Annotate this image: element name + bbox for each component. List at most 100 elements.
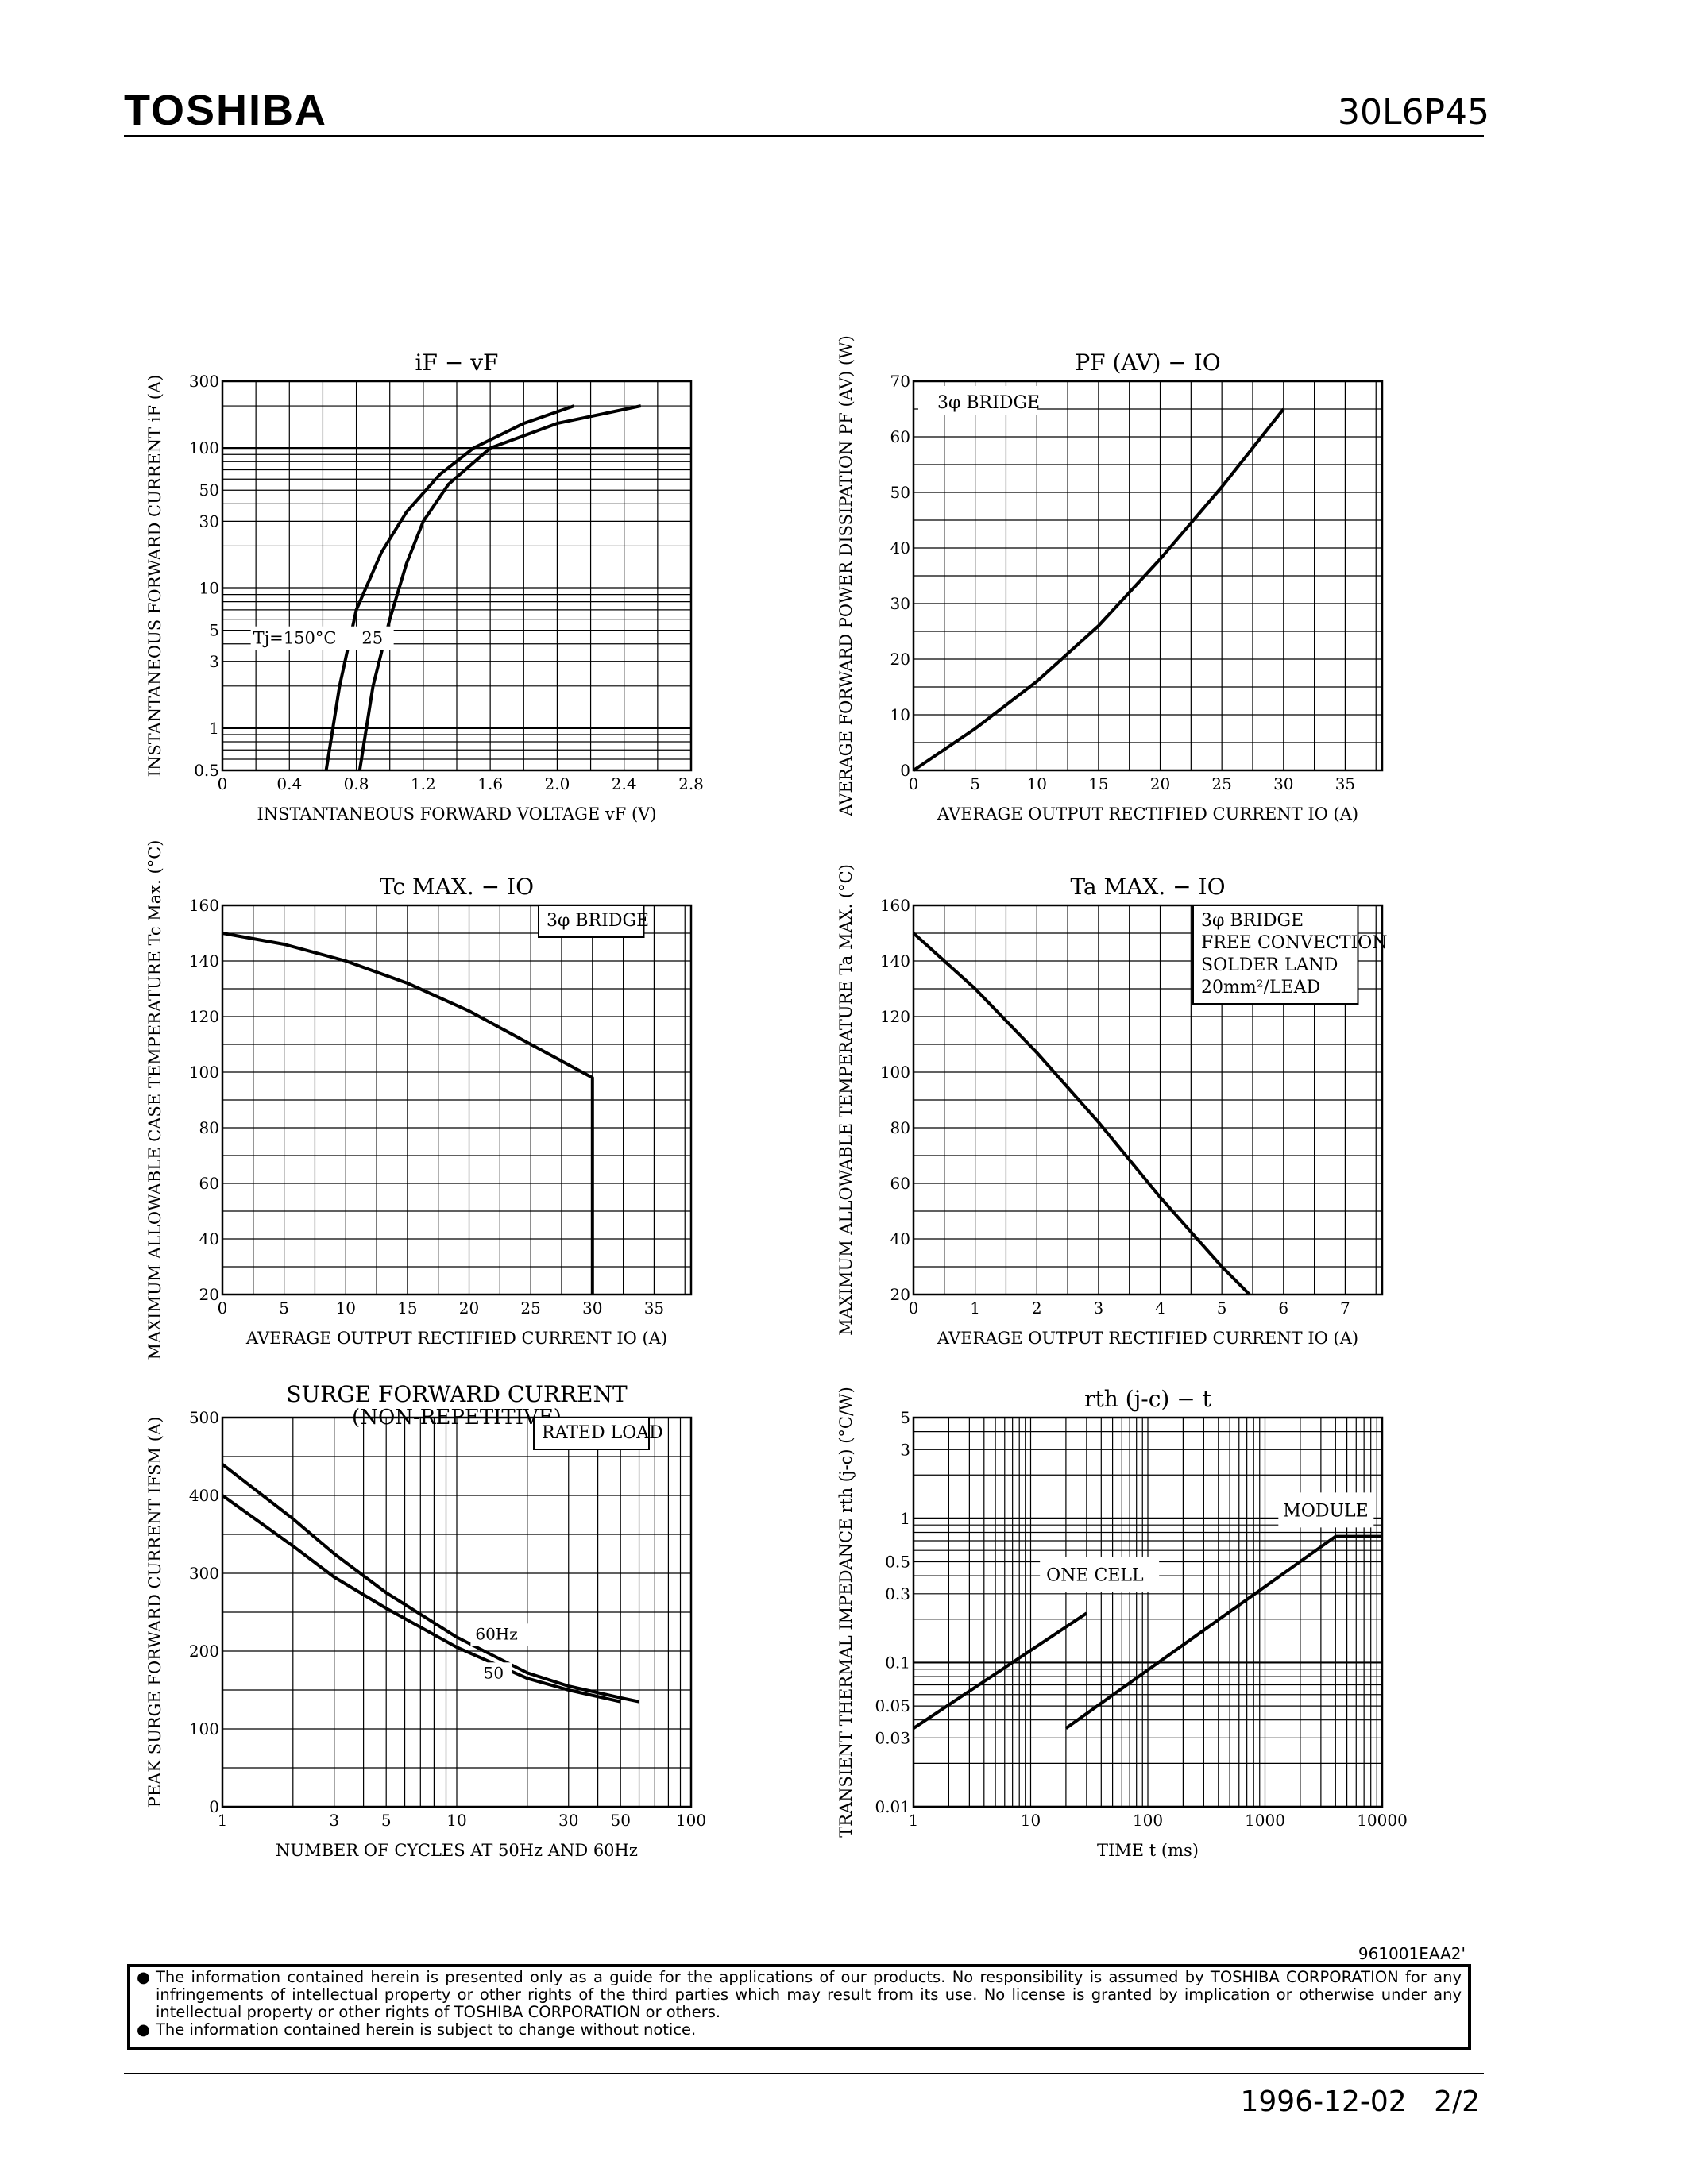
y-tick-label: 120	[189, 1007, 219, 1026]
x-tick-label: 10000	[1357, 1811, 1408, 1830]
bullet-icon: ●	[137, 2020, 151, 2039]
brand-logo: TOSHIBA	[124, 87, 328, 134]
y-tick-label: 30	[890, 594, 910, 613]
part-number: 30L6P45	[1337, 92, 1489, 133]
chart-if-vf: 0 0.4 0.8 1.2 1.6 2.0 2.4 2.8 0.5 1 3 5 10 30 50 100 300…	[145, 349, 704, 824]
y-axis-label: MAXIMUM ALLOWABLE TEMPERATURE Ta MAX. (°…	[836, 864, 856, 1336]
footer-rule	[124, 2073, 1484, 2074]
x-tick-label: 2.8	[678, 774, 704, 793]
y-tick-label: 40	[199, 1229, 219, 1248]
series-label-60hz: 60Hz	[475, 1624, 517, 1643]
disclaimer-box: ● The information contained herein is pr…	[127, 1964, 1471, 2050]
x-tick-label: 1000	[1245, 1811, 1285, 1830]
y-axis-label: PEAK SURGE FORWARD CURRENT IFSM (A)	[145, 1417, 164, 1808]
x-tick-label: 4	[1155, 1298, 1165, 1318]
y-tick-label: 300	[189, 1564, 219, 1583]
chart-ta-io: 0 1 2 3 4 5 6 7 20 40 60 80 100 120 140 160 Ta MAX. − IO…	[836, 864, 1388, 1348]
y-tick-label: 0.5	[194, 761, 219, 780]
x-axis-label: AVERAGE OUTPUT RECTIFIED CURRENT IO (A)	[937, 1329, 1358, 1348]
disclaimer-item: ● The information contained herein is pr…	[137, 1969, 1462, 2021]
x-tick-label: 3	[1094, 1298, 1104, 1318]
chart-rth-t: 1 10 100 1000 10000 0.01 0.03 0.05 0.1 0.3 0.5 1 3 5 r…	[836, 1386, 1408, 1860]
x-tick-label: 20	[1150, 774, 1170, 793]
x-tick-label: 30	[1273, 774, 1293, 793]
x-tick-label: 15	[1088, 774, 1108, 793]
y-tick-label: 140	[189, 951, 219, 970]
series-line-0	[912, 407, 1285, 772]
x-tick-label: 50	[610, 1811, 630, 1830]
y-tick-label: 120	[880, 1007, 910, 1026]
legend-label-box	[533, 1417, 650, 1450]
x-tick-label: 2.4	[612, 774, 637, 793]
chart-subtitle: (NON-REPETITIVE)	[352, 1406, 562, 1430]
x-tick-label: 5	[970, 774, 980, 793]
y-axis-label: MAXIMUM ALLOWABLE CASE TEMPERATURE Tc Ma…	[145, 840, 164, 1360]
y-axis-label: AVERAGE FORWARD POWER DISSIPATION PF (AV…	[836, 335, 856, 817]
y-tick-label: 0.5	[885, 1553, 910, 1572]
y-tick-label: 0.03	[875, 1728, 910, 1747]
y-tick-label: 20	[890, 650, 910, 669]
x-axis-label: INSTANTANEOUS FORWARD VOLTAGE vF (V)	[257, 805, 656, 824]
series-line-0	[912, 932, 1251, 1296]
chart-pf-io: 0 5 10 15 20 25 30 35 0 10 20 30 40 50 60 70 PF (AV) − I…	[836, 335, 1384, 824]
series-label-bg	[1040, 1557, 1160, 1592]
y-tick-label: 140	[880, 951, 910, 970]
x-tick-label: 6	[1278, 1298, 1288, 1318]
x-tick-label: 5	[381, 1811, 392, 1830]
header-rule	[124, 135, 1484, 137]
y-axis-label: INSTANTANEOUS FORWARD CURRENT iF (A)	[145, 375, 164, 778]
chart-title: rth (j-c) − t	[1084, 1386, 1212, 1412]
x-tick-label: 5	[279, 1298, 289, 1318]
y-tick-label: 200	[189, 1642, 219, 1661]
series-label-bg	[480, 1662, 512, 1685]
x-tick-label: 15	[397, 1298, 417, 1318]
x-tick-label: 25	[1211, 774, 1231, 793]
x-tick-label: 1	[909, 1811, 919, 1830]
y-tick-label: 0.05	[875, 1696, 910, 1715]
y-tick-label: 500	[189, 1408, 219, 1427]
legend-label: RATED LOAD	[542, 1423, 663, 1443]
legend-bg	[918, 386, 1037, 415]
x-tick-label: 10	[1027, 774, 1047, 793]
x-tick-label: 25	[520, 1298, 540, 1318]
y-tick-label: 1	[209, 719, 219, 738]
legend-label: 20mm²/LEAD	[1201, 978, 1320, 997]
y-tick-label: 1	[900, 1509, 910, 1528]
legend-label: 3φ BRIDGE	[937, 393, 1040, 413]
series-label-bg	[1278, 1492, 1374, 1528]
y-tick-label: 40	[890, 1229, 910, 1248]
x-tick-label: 1	[218, 1811, 228, 1830]
y-tick-label: 20	[199, 1285, 219, 1304]
y-tick-label: 0	[900, 761, 910, 780]
y-tick-label: 300	[189, 372, 219, 391]
y-tick-label: 60	[890, 1174, 910, 1193]
x-axis-label: NUMBER OF CYCLES AT 50Hz AND 60Hz	[276, 1841, 638, 1860]
x-tick-label: 0.4	[276, 774, 302, 793]
legend-label-box	[538, 905, 645, 938]
legend-label: 3φ BRIDGE	[547, 911, 649, 931]
y-axis-label: TRANSIENT THERMAL IMPEDANCE rth (j-c) (°…	[836, 1387, 856, 1838]
chart-title: SURGE FORWARD CURRENT	[286, 1381, 628, 1407]
y-tick-label: 10	[199, 579, 219, 598]
legend-label: SOLDER LAND	[1201, 955, 1338, 975]
series-line-0	[221, 1463, 640, 1704]
y-tick-label: 60	[890, 427, 910, 446]
y-tick-label: 400	[189, 1486, 219, 1505]
y-tick-label: 0.01	[875, 1797, 910, 1816]
series-line-0	[324, 404, 575, 771]
y-tick-label: 0.3	[885, 1584, 910, 1603]
series-line-0	[222, 932, 594, 1295]
y-tick-label: 5	[209, 621, 219, 640]
chart-title: Ta MAX. − IO	[1070, 874, 1225, 900]
footer-page: 2/2	[1434, 2086, 1480, 2118]
y-tick-label: 100	[189, 1063, 219, 1082]
annotation-tj: Tj=150°C	[253, 629, 337, 648]
y-tick-label: 20	[890, 1285, 910, 1304]
x-tick-label: 1.2	[411, 774, 436, 793]
x-tick-label: 100	[676, 1811, 706, 1830]
x-tick-label: 3	[329, 1811, 339, 1830]
annotation-bg	[250, 626, 394, 650]
x-axis-label: AVERAGE OUTPUT RECTIFIED CURRENT IO (A)	[245, 1329, 667, 1348]
footer-date: 1996-12-02	[1240, 2086, 1407, 2118]
series-label-bg	[470, 1623, 530, 1646]
